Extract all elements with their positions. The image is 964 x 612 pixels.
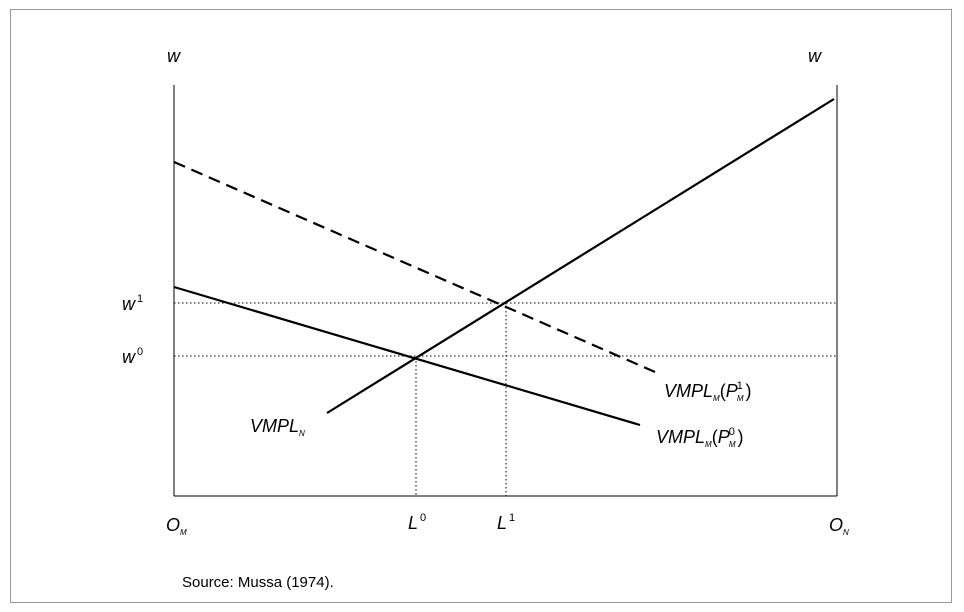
vmpl-m-p0-curve xyxy=(173,285,641,427)
origin-label-right: ON xyxy=(829,515,849,537)
figure-frame xyxy=(10,9,952,603)
vmpl-m-p1-curve xyxy=(173,160,656,374)
curve-label-vmpl-m-p1: VMPLM(P1 M) xyxy=(664,380,752,403)
origin-label-left: OM xyxy=(166,515,187,537)
axis-label-top-right: w xyxy=(808,46,822,66)
source-caption: Source: Mussa (1974). xyxy=(182,574,334,591)
curve-label-vmpl-m-p0: VMPLM(P0 M) xyxy=(656,426,744,449)
vmpl-n-curve xyxy=(326,98,835,414)
axis-label-top-left: w xyxy=(167,46,181,66)
curve-label-vmpl-n: VMPLN xyxy=(250,416,305,438)
